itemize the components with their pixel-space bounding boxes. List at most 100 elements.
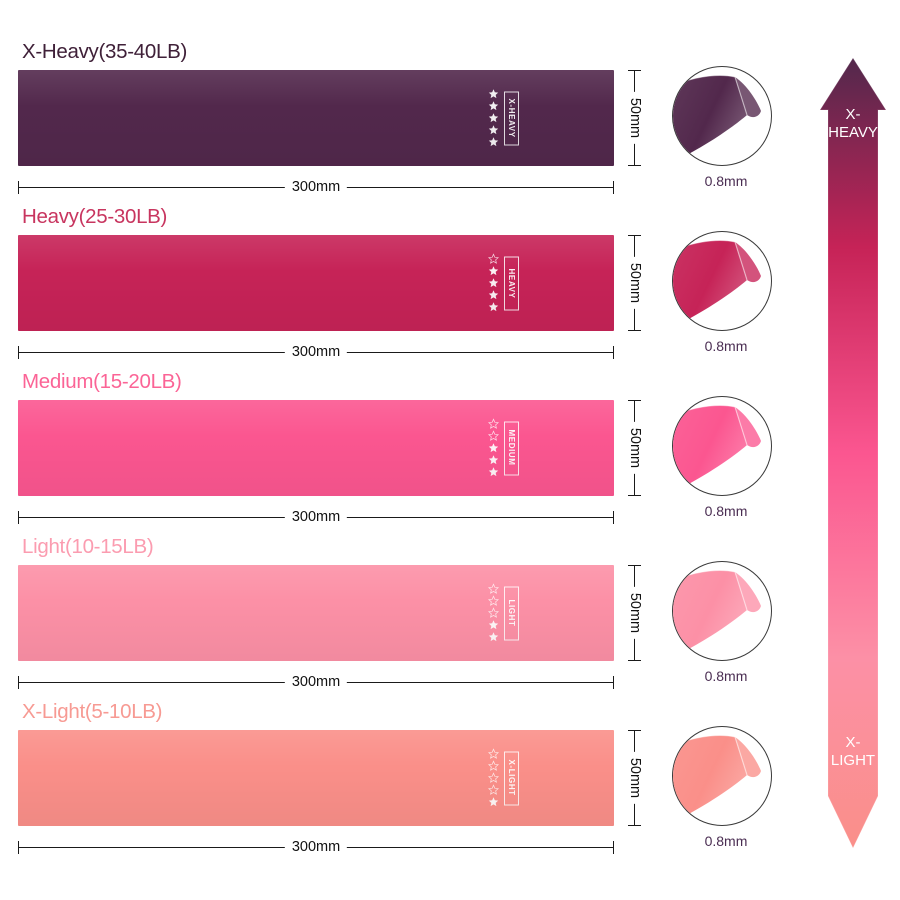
star-icon [488, 595, 499, 606]
star-icon [488, 125, 499, 135]
band-tag-label: LIGHT [507, 599, 516, 627]
star-rating [488, 748, 499, 808]
star-icon [488, 467, 499, 477]
star-icon [488, 607, 499, 618]
arrow-bottom-label: X- LIGHT [820, 734, 886, 770]
band-tag-label: X-LIGHT [507, 759, 516, 797]
star-icon [488, 583, 499, 594]
band-strip: X-LIGHT [18, 730, 614, 826]
length-dimension: 300mm [18, 673, 614, 693]
star-icon [488, 253, 499, 264]
thickness-circle [672, 726, 772, 826]
star-icon [488, 797, 499, 807]
dimension-cap-bottom [628, 825, 641, 826]
width-dimension-label: 50mm [627, 586, 643, 640]
width-dimension-label: 50mm [627, 91, 643, 145]
length-dimension-label: 300mm [284, 838, 348, 857]
band-tag: X-HEAVY [504, 91, 519, 145]
star-icon [488, 748, 499, 759]
band-marking: MEDIUM [488, 418, 519, 478]
thickness-circle [672, 561, 772, 661]
thickness-circle [672, 66, 772, 166]
arrow-top-label-line2: HEAVY [828, 124, 878, 141]
star-rating [488, 583, 499, 643]
band-title: Medium(15-20LB) [22, 370, 182, 393]
star-icon [488, 266, 499, 276]
thickness-circle [672, 231, 772, 331]
star-icon [488, 290, 499, 300]
band-marking: LIGHT [488, 583, 519, 643]
dimension-cap-bottom [628, 660, 641, 661]
length-dimension: 300mm [18, 838, 614, 858]
length-dimension: 300mm [18, 178, 614, 198]
dimension-cap-right [613, 346, 614, 359]
band-strip: MEDIUM [18, 400, 614, 496]
thickness-inset-medium: 0.8mm [672, 396, 780, 519]
star-icon [488, 443, 499, 453]
thickness-label: 0.8mm [704, 668, 748, 684]
band-title: Light(10-15LB) [22, 535, 154, 558]
band-tag: MEDIUM [504, 421, 519, 475]
band-title: X-Light(5-10LB) [22, 700, 163, 723]
arrow-bottom-label-line1: X- [845, 734, 861, 751]
dimension-cap-top [628, 400, 641, 401]
thickness-inset-light: 0.8mm [672, 561, 780, 684]
resistance-scale-arrow: X- HEAVY X- LIGHT [820, 58, 886, 848]
length-dimension-label: 300mm [284, 508, 348, 527]
width-dimension-label: 50mm [627, 421, 643, 475]
dimension-cap-top [628, 565, 641, 566]
band-tag-label: X-HEAVY [507, 98, 516, 138]
band-tag: LIGHT [504, 586, 519, 640]
star-icon [488, 113, 499, 123]
width-dimension-label: 50mm [627, 256, 643, 310]
band-marking: X-HEAVY [488, 89, 519, 148]
star-icon [488, 760, 499, 771]
star-rating [488, 253, 499, 313]
dimension-cap-right [613, 841, 614, 854]
dimension-cap-bottom [628, 330, 641, 331]
thickness-label: 0.8mm [704, 833, 748, 849]
dimension-cap-bottom [628, 165, 641, 166]
dimension-cap-left [18, 676, 19, 689]
star-icon [488, 620, 499, 630]
star-icon [488, 430, 499, 441]
star-icon [488, 101, 499, 111]
band-title: X-Heavy(35-40LB) [22, 40, 187, 63]
dimension-cap-right [613, 511, 614, 524]
thickness-inset-x-light: 0.8mm [672, 726, 780, 849]
star-icon [488, 632, 499, 642]
dimension-cap-left [18, 511, 19, 524]
band-title: Heavy(25-30LB) [22, 205, 168, 228]
star-icon [488, 137, 499, 147]
star-icon [488, 784, 499, 795]
band-marking: HEAVY [488, 253, 519, 313]
band-strip: LIGHT [18, 565, 614, 661]
star-icon [488, 455, 499, 465]
thickness-label: 0.8mm [704, 173, 748, 189]
dimension-cap-top [628, 70, 641, 71]
length-dimension: 300mm [18, 508, 614, 528]
dimension-cap-top [628, 235, 641, 236]
arrow-top-label-line1: X- [845, 106, 861, 123]
dimension-cap-right [613, 181, 614, 194]
star-rating [488, 89, 499, 148]
band-tag-label: MEDIUM [507, 429, 516, 467]
length-dimension: 300mm [18, 343, 614, 363]
width-dimension: 50mm [624, 235, 646, 331]
width-dimension: 50mm [624, 565, 646, 661]
dimension-cap-bottom [628, 495, 641, 496]
dimension-cap-top [628, 730, 641, 731]
length-dimension-label: 300mm [284, 673, 348, 692]
dimension-cap-left [18, 181, 19, 194]
star-icon [488, 89, 499, 99]
dimension-cap-right [613, 676, 614, 689]
band-marking: X-LIGHT [488, 748, 519, 808]
thickness-inset-heavy: 0.8mm [672, 231, 780, 354]
width-dimension-label: 50mm [627, 751, 643, 805]
length-dimension-label: 300mm [284, 343, 348, 362]
band-strip: HEAVY [18, 235, 614, 331]
dimension-cap-left [18, 841, 19, 854]
star-icon [488, 772, 499, 783]
band-tag-label: HEAVY [507, 268, 516, 298]
